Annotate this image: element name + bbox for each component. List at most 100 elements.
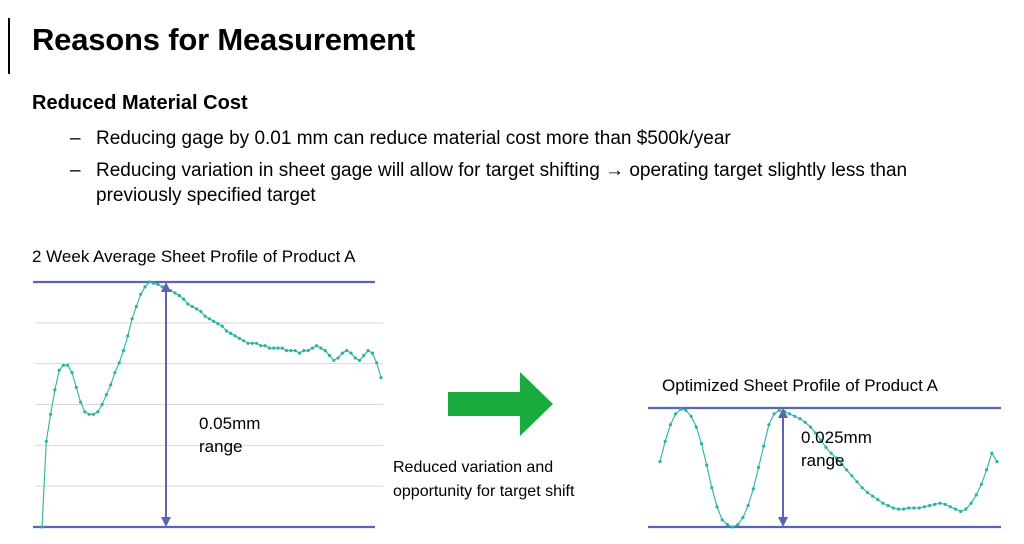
arrow-caption-line: Reduced variation and xyxy=(393,459,554,476)
chart-b-data-point xyxy=(891,506,895,510)
chart-b-data-point xyxy=(674,412,678,416)
chart-a-data-point xyxy=(74,385,78,389)
chart-a-data-point xyxy=(91,412,96,416)
slide-title: Reasons for Measurement xyxy=(32,22,416,57)
chart-b-data-point xyxy=(860,486,864,490)
chart-a-data-point xyxy=(345,349,349,353)
arrow-caption-line: opportunity for target shift xyxy=(393,483,575,500)
chart-b-data-point xyxy=(871,494,875,498)
chart-a-data-point xyxy=(302,349,306,353)
chart-a-data-point xyxy=(49,412,53,416)
chart-b-data-point xyxy=(741,515,745,520)
chart-a-data-point xyxy=(220,324,224,328)
chart-a-data-point xyxy=(40,525,44,529)
chart-a-data-point xyxy=(323,349,327,353)
chart-a-data-point xyxy=(109,383,113,387)
chart-a-data-point xyxy=(70,371,74,375)
chart-a-range-value: 0.05mm xyxy=(199,414,261,433)
chart-a-range-arrow-head xyxy=(161,282,171,292)
chart-b-data-point xyxy=(715,505,719,509)
chart-a-data-point xyxy=(233,334,237,338)
chart-a-data-point xyxy=(267,346,271,350)
chart-a-data-point xyxy=(246,341,250,345)
chart-a-data-point xyxy=(190,304,194,309)
chart-a-data-point xyxy=(83,410,87,414)
chart-a-data-point xyxy=(96,410,100,414)
chart-b-data-point xyxy=(725,523,730,527)
chart-b-data-point xyxy=(689,414,693,418)
chart-b-title: Optimized Sheet Profile of Product A xyxy=(662,376,938,395)
chart-a-data-point xyxy=(87,412,91,416)
chart-a-data-point xyxy=(160,285,164,289)
chart-b-data-point xyxy=(985,468,989,472)
chart-b-data-point xyxy=(663,439,667,443)
bullet-dash: – xyxy=(70,128,81,149)
chart-b-data-point xyxy=(902,507,906,511)
chart-a-data-point xyxy=(121,349,126,353)
chart-a-data-point xyxy=(147,280,151,284)
chart-a-data-point xyxy=(310,346,314,350)
chart-a-data-point xyxy=(289,349,293,353)
chart-a-title: 2 Week Average Sheet Profile of Product … xyxy=(32,247,356,266)
chart-b-data-point xyxy=(694,425,698,429)
chart-a-range-word: range xyxy=(199,437,243,456)
chart-b-data-point xyxy=(668,423,673,427)
chart-b-range-arrow-head xyxy=(778,408,788,418)
chart-b-data-point xyxy=(756,465,761,470)
chart-b-data-point xyxy=(767,423,771,427)
chart-b-data-point xyxy=(881,501,885,505)
chart-b-data-point xyxy=(808,425,813,429)
chart-a-data-point xyxy=(353,356,357,360)
chart-a-data-point xyxy=(237,336,241,340)
chart-b-data-point xyxy=(679,407,683,411)
chart-a-data-point xyxy=(143,285,147,289)
chart-b-data-point xyxy=(979,482,984,486)
chart-a-data-point xyxy=(113,371,117,375)
chart-b-data-point xyxy=(720,518,724,522)
chart-b-data-point xyxy=(793,414,797,418)
chart-b-data-point xyxy=(876,498,880,502)
chart-a-data-point xyxy=(44,439,48,443)
chart-b-data-point xyxy=(731,525,735,529)
chart-a-data-point xyxy=(272,346,276,350)
chart-b-range-value: 0.025mm xyxy=(801,428,872,447)
chart-a-data-point xyxy=(152,281,156,285)
chart-a-data-point xyxy=(126,334,130,338)
chart-b-data-point xyxy=(922,505,927,509)
chart-b-data-point xyxy=(886,504,890,508)
chart-b-data-point xyxy=(772,412,776,416)
section-subtitle: Reduced Material Cost xyxy=(32,92,248,114)
chart-a-data-point xyxy=(186,302,190,306)
chart-b-data-point xyxy=(819,438,823,442)
chart-a-data-point xyxy=(293,349,297,353)
bullet-text: Reducing gage by 0.01 mm can reduce mate… xyxy=(96,128,731,149)
chart-b-data-point xyxy=(845,468,849,472)
chart-b xyxy=(648,406,1001,529)
chart-b-data-point xyxy=(974,493,978,497)
chart-b-data-point xyxy=(788,412,792,416)
chart-a-data-point xyxy=(327,353,332,358)
chart-b-data-point xyxy=(943,502,947,506)
bullet-text: Reducing variation in sheet gage will al… xyxy=(96,160,908,206)
chart-a-data-point xyxy=(100,402,104,407)
chart-b-data-point xyxy=(896,507,901,511)
chart-b-data-point xyxy=(777,408,781,412)
bullet-dash: – xyxy=(70,160,81,181)
chart-a-data-point xyxy=(366,349,370,353)
chart-b-data-point xyxy=(850,474,854,478)
arrow-caption: Reduced variation and opportunity for ta… xyxy=(393,456,574,504)
chart-a-data-point xyxy=(199,309,203,313)
chart-b-data-point xyxy=(751,487,755,491)
chart-a-data-point xyxy=(259,344,263,348)
chart-b-data-point xyxy=(813,431,818,435)
chart-b-data-point xyxy=(798,417,802,421)
chart-b-data-point xyxy=(710,486,714,490)
chart-a-data-point xyxy=(130,317,134,321)
chart-a-data-point xyxy=(79,400,83,404)
chart-a-data-point xyxy=(173,291,177,295)
chart-a-data-point xyxy=(315,344,319,348)
chart-b-data-point xyxy=(912,506,916,510)
chart-a-data-point xyxy=(177,293,181,298)
chart-b-range-label: 0.025mm range xyxy=(801,426,872,472)
